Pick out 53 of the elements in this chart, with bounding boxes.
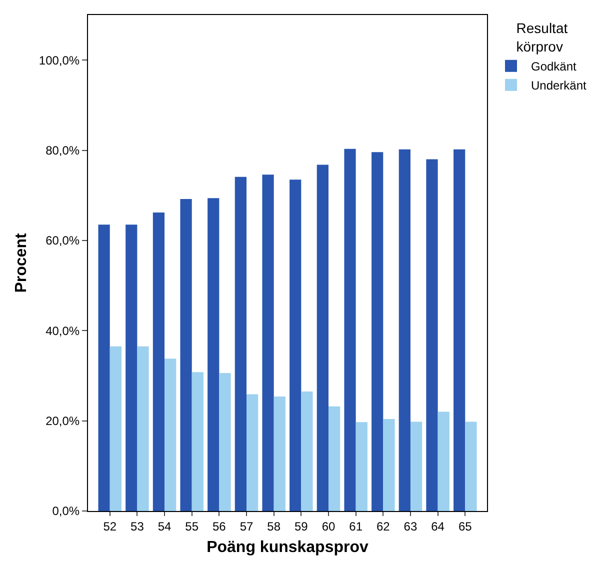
bar <box>274 396 286 511</box>
y-tick-label: 60,0% <box>46 234 80 248</box>
y-tick-label: 0,0% <box>52 504 80 518</box>
x-tick-label: 62 <box>376 519 390 534</box>
y-tick-label: 20,0% <box>46 414 80 428</box>
x-tick-label: 65 <box>458 519 472 534</box>
bar <box>454 149 466 511</box>
bar <box>383 419 395 511</box>
y-axis-title: Procent <box>12 232 30 293</box>
bar <box>372 152 384 511</box>
bar <box>438 412 450 511</box>
x-tick-label: 60 <box>322 519 336 534</box>
x-tick-label: 52 <box>103 519 117 534</box>
bar <box>152 212 165 511</box>
bar <box>290 180 302 511</box>
legend-label: Godkänt <box>530 60 578 74</box>
bar <box>137 346 149 511</box>
bar <box>180 198 192 511</box>
x-tick-label: 54 <box>158 519 172 534</box>
x-tick-label: 58 <box>267 519 281 534</box>
x-tick-label: 64 <box>431 519 445 534</box>
legend-title: Resultat körprov <box>516 20 568 54</box>
x-tick-label: 53 <box>130 519 144 534</box>
bar <box>98 224 110 511</box>
bar <box>426 159 438 511</box>
bar <box>234 176 247 511</box>
x-tick-label: 61 <box>349 519 363 534</box>
bar <box>328 406 340 511</box>
x-tick-label: 59 <box>294 519 308 534</box>
bar <box>410 422 422 511</box>
bar <box>356 422 368 511</box>
x-tick-label: 56 <box>212 519 226 534</box>
bar <box>164 358 176 511</box>
x-axis-title: Poäng kunskapsprov <box>206 539 369 556</box>
bar <box>465 422 477 511</box>
bar <box>316 164 328 511</box>
y-tick-label: 40,0% <box>46 324 80 338</box>
bar <box>301 392 313 511</box>
y-tick-label: 80,0% <box>46 143 80 158</box>
bar <box>126 224 138 511</box>
bar <box>246 394 258 511</box>
x-tick-label: 63 <box>404 519 418 534</box>
bar <box>219 373 231 511</box>
bar <box>192 372 204 511</box>
bar <box>208 198 220 511</box>
bar <box>398 149 410 511</box>
bar <box>262 174 274 511</box>
legend-label: Underkänt <box>530 78 588 93</box>
y-tick-label: 100,0% <box>38 53 80 68</box>
x-tick-label: 55 <box>185 519 199 534</box>
bar <box>110 346 122 511</box>
bar <box>344 148 356 511</box>
x-tick-label: 57 <box>240 519 254 534</box>
